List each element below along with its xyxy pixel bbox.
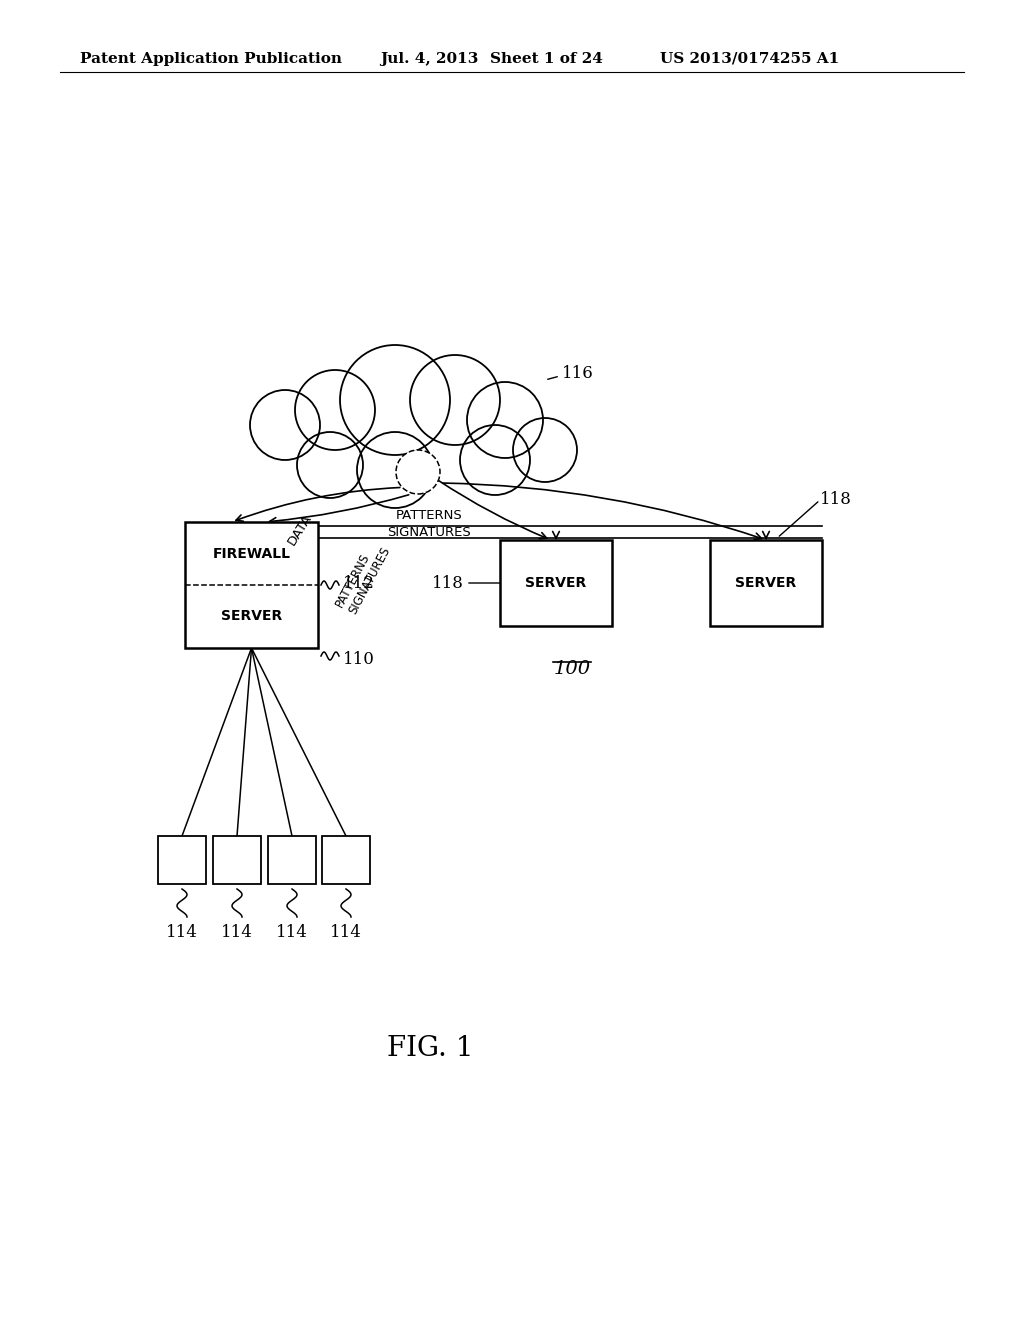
Text: SERVER: SERVER	[525, 576, 587, 590]
Circle shape	[295, 370, 375, 450]
Bar	[268, 836, 316, 884]
Circle shape	[396, 450, 440, 494]
Text: 100: 100	[553, 660, 591, 678]
Text: SIGNATURES: SIGNATURES	[387, 525, 471, 539]
Circle shape	[460, 425, 530, 495]
Circle shape	[513, 418, 577, 482]
Bar	[500, 540, 612, 626]
Text: DATA: DATA	[286, 512, 314, 548]
Text: 114: 114	[330, 924, 361, 941]
Circle shape	[467, 381, 543, 458]
Text: 112: 112	[343, 574, 375, 591]
Text: FIREWALL: FIREWALL	[213, 546, 291, 561]
Circle shape	[297, 432, 362, 498]
Circle shape	[250, 389, 319, 459]
Text: 110: 110	[343, 651, 375, 668]
Text: SERVER: SERVER	[735, 576, 797, 590]
Bar	[710, 540, 822, 626]
Text: Jul. 4, 2013: Jul. 4, 2013	[380, 51, 478, 66]
Bar	[158, 836, 206, 884]
Circle shape	[340, 345, 450, 455]
Text: Patent Application Publication: Patent Application Publication	[80, 51, 342, 66]
Text: 118: 118	[820, 491, 852, 508]
Circle shape	[410, 355, 500, 445]
Text: FIG. 1: FIG. 1	[387, 1035, 473, 1061]
Text: 114: 114	[221, 924, 253, 941]
Text: PATTERNS
SIGNATURES: PATTERNS SIGNATURES	[333, 539, 392, 616]
Bar	[213, 836, 261, 884]
Bar	[185, 521, 318, 648]
Text: 116: 116	[562, 366, 594, 383]
Bar	[322, 836, 370, 884]
Text: PATTERNS: PATTERNS	[395, 510, 463, 521]
Text: 114: 114	[166, 924, 198, 941]
Text: 118: 118	[432, 574, 464, 591]
Text: 114: 114	[276, 924, 308, 941]
Text: US 2013/0174255 A1: US 2013/0174255 A1	[660, 51, 840, 66]
Text: SERVER: SERVER	[221, 610, 283, 623]
Text: Sheet 1 of 24: Sheet 1 of 24	[490, 51, 603, 66]
Circle shape	[357, 432, 433, 508]
